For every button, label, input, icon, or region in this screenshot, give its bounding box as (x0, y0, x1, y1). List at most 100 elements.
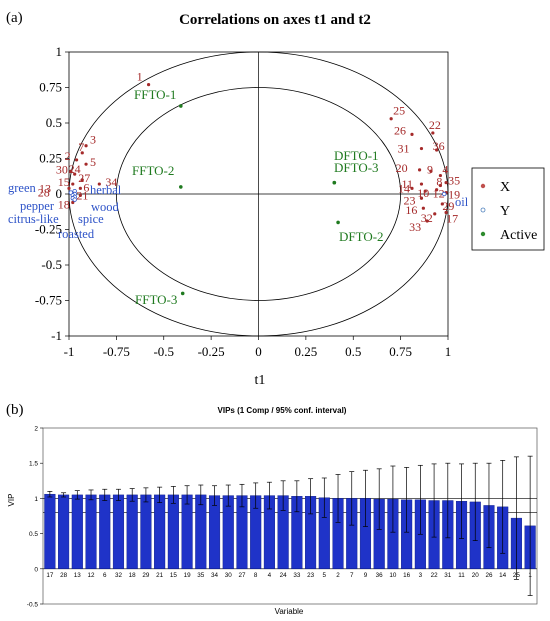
vip-category-label: 6 (103, 572, 107, 579)
x-variable-point (417, 168, 422, 172)
legend-label: Y (500, 204, 510, 219)
correlation-legend: XY Active (471, 167, 545, 251)
x-variable-point (435, 188, 439, 192)
x-variable-label: 9 (427, 162, 433, 176)
vip-category-label: 24 (280, 572, 288, 579)
y-variable-label: spice (78, 212, 104, 226)
x-variable-label: 12 (433, 187, 445, 201)
x-variable-label: 24 (69, 162, 81, 176)
active-variable-label: FFTO-3 (135, 292, 177, 307)
x-variable-label: 20 (396, 161, 408, 175)
vip-category-label: 8 (254, 572, 258, 579)
vip-category-label: 35 (197, 572, 205, 579)
x-variable-point (410, 132, 414, 136)
legend-label: X (500, 180, 510, 195)
y-variable-label: citrus-like (8, 212, 59, 226)
y-tick-label: 0 (56, 186, 63, 201)
vip-category-label: 3 (419, 572, 423, 579)
x-variable-point (425, 219, 429, 223)
vip-bar-chart: VIPs (1 Comp / 95% conf. interval) -0.5 0… (7, 406, 538, 616)
x-variable-point (78, 193, 82, 198)
vip-bar (126, 494, 138, 570)
vip-y-tick-label: 0 (34, 566, 38, 573)
vip-bar (154, 494, 166, 570)
vip-category-label: 22 (431, 572, 439, 579)
x-variable-label: 5 (90, 155, 96, 169)
vip-category-label: 1 (528, 572, 532, 579)
x-tick-label: -0.25 (198, 344, 225, 359)
vip-category-label: 13 (74, 572, 82, 579)
vip-category-label: 17 (46, 572, 54, 579)
vip-category-label: 20 (472, 572, 480, 579)
x-variable-label: 10 (417, 186, 429, 200)
vip-bar (195, 494, 207, 570)
x-variable-point (431, 131, 435, 135)
x-tick-label: 0 (255, 344, 262, 359)
correlation-x-axis-label: t1 (255, 373, 266, 388)
y-tick-label: -0.25 (35, 222, 62, 237)
vip-bar (181, 494, 193, 570)
x-variable-label: 28 (38, 186, 50, 200)
x-tick-label: -0.5 (153, 344, 174, 359)
y-tick-label: 0.5 (46, 115, 62, 130)
y-variable-label: pepper (20, 199, 55, 213)
x-variable-label: 26 (394, 123, 406, 137)
vip-y-tick-label: 1 (34, 496, 38, 503)
x-variable-label: 21 (76, 188, 88, 202)
x-tick-label: 0.25 (295, 344, 318, 359)
vip-bar (44, 493, 56, 569)
vip-bar (85, 494, 97, 570)
x-variable-label: 18 (58, 198, 70, 212)
vip-category-label: 14 (499, 572, 507, 579)
y-tick-label: -1 (51, 328, 62, 343)
x-variable-label: 32 (421, 211, 433, 225)
x-variable-point (97, 182, 101, 186)
vip-category-label: 2 (336, 572, 340, 579)
vip-category-label: 28 (60, 572, 68, 579)
vip-bar (99, 494, 111, 570)
x-variable-label: 19 (448, 188, 460, 202)
vip-category-label: 19 (184, 572, 192, 579)
vip-bar (140, 494, 152, 570)
vip-category-label: 15 (170, 572, 178, 579)
y-variable-label: roasted (58, 227, 95, 241)
vip-y-tick-label: 0.5 (29, 531, 38, 538)
y-tick-label: -0.75 (35, 293, 62, 308)
vip-category-label: 12 (88, 572, 96, 579)
x-variable-label: 23 (403, 193, 415, 207)
vip-category-label: 21 (156, 572, 164, 579)
vip-category-label: 32 (115, 572, 123, 579)
active-variable-point (332, 180, 337, 185)
x-variable-point (84, 162, 88, 166)
vip-category-label: 26 (485, 572, 493, 579)
x-variable-point (440, 202, 444, 206)
x-variable-point (429, 169, 433, 173)
y-tick-label: 0.25 (39, 151, 62, 166)
x-variable-label: 35 (448, 174, 460, 188)
x-variable-label: 29 (442, 199, 454, 213)
x-variable-point (80, 151, 84, 155)
active-variable-label: FFTO-1 (134, 87, 176, 102)
vip-plot-frame (42, 427, 538, 605)
vip-category-label: 10 (389, 572, 397, 579)
vip-category-label: 25 (513, 572, 521, 579)
x-tick-label: 1 (445, 344, 452, 359)
vip-category-label: 18 (129, 572, 137, 579)
x-variable-label: 11 (401, 177, 413, 191)
x-variable-point (80, 178, 84, 182)
x-variable-label: 13 (39, 181, 51, 195)
vip-y-tick-label: 2 (34, 426, 38, 433)
active-variable-point (179, 104, 183, 108)
x-variable-label: 6 (83, 180, 89, 194)
x-variable-point (444, 181, 448, 185)
vip-category-label: 31 (444, 572, 452, 579)
x-variable-point (435, 148, 439, 152)
x-variable-label: 16 (405, 203, 417, 217)
vip-bar (71, 494, 83, 570)
active-variable-point (179, 185, 183, 189)
vip-category-label: 29 (142, 572, 150, 579)
vip-x-axis-label: Variable (275, 607, 304, 616)
vip-category-label: 23 (307, 572, 315, 579)
x-variable-point (146, 83, 151, 87)
x-variable-label: 31 (397, 142, 409, 156)
